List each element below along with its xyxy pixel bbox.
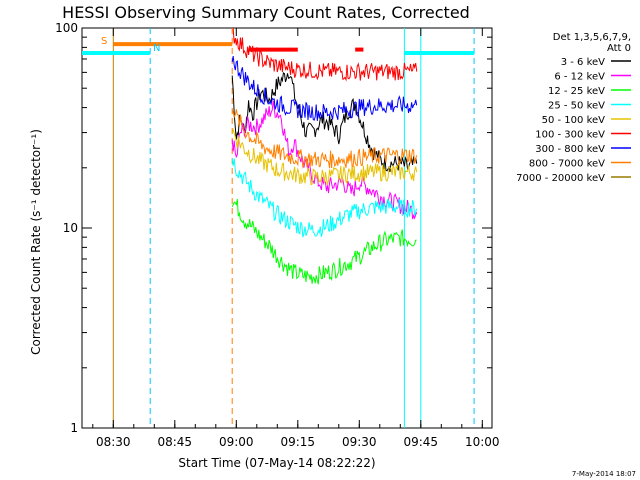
- plot-frame: [81, 27, 493, 429]
- series-line-5: [232, 28, 418, 82]
- x-tick-label: 09:45: [403, 435, 438, 449]
- legend-label: 25 - 50 keV: [548, 101, 605, 112]
- x-tick-label: 08:45: [157, 435, 192, 449]
- legend-label: 100 - 300 keV: [535, 130, 605, 141]
- legend-header: Det 1,3,5,6,7,9,: [553, 32, 631, 43]
- legend-label: 50 - 100 keV: [542, 115, 606, 126]
- y-tick-label: 1: [70, 421, 78, 435]
- legend-label: 800 - 7000 keV: [529, 159, 605, 170]
- x-tick-label: 09:15: [280, 435, 315, 449]
- chart-title: HESSI Observing Summary Count Rates, Cor…: [62, 3, 470, 22]
- x-tick-label: 10:00: [465, 435, 500, 449]
- series-line-7: [231, 109, 418, 169]
- x-tick-label: 09:30: [342, 435, 377, 449]
- legend-label: 7000 - 20000 keV: [516, 173, 605, 184]
- footer-date: 7-May-2014 18:07: [572, 470, 636, 478]
- legend-label: 12 - 25 keV: [548, 86, 605, 97]
- series-line-6: [231, 56, 418, 121]
- series-line-4: [231, 127, 418, 186]
- legend-label: 3 - 6 keV: [561, 57, 605, 68]
- series-line-3: [231, 158, 418, 238]
- y-axis-label: Corrected Count Rate (s⁻¹ detector⁻¹): [29, 129, 43, 355]
- y-tick-label: 10: [63, 221, 78, 235]
- legend-label: 300 - 800 keV: [535, 144, 605, 155]
- legend-header: Att 0: [607, 43, 631, 54]
- x-tick-label: 09:00: [219, 435, 254, 449]
- saa-marker: S: [101, 36, 107, 47]
- legend-label: 6 - 12 keV: [554, 72, 605, 83]
- series-line-2: [231, 198, 417, 285]
- x-tick-label: 08:30: [96, 435, 131, 449]
- night-marker: N: [153, 43, 160, 54]
- y-tick-label: 100: [55, 21, 78, 35]
- x-axis-label: Start Time (07-May-14 08:22:22): [178, 456, 375, 470]
- series-line-0: [231, 72, 418, 173]
